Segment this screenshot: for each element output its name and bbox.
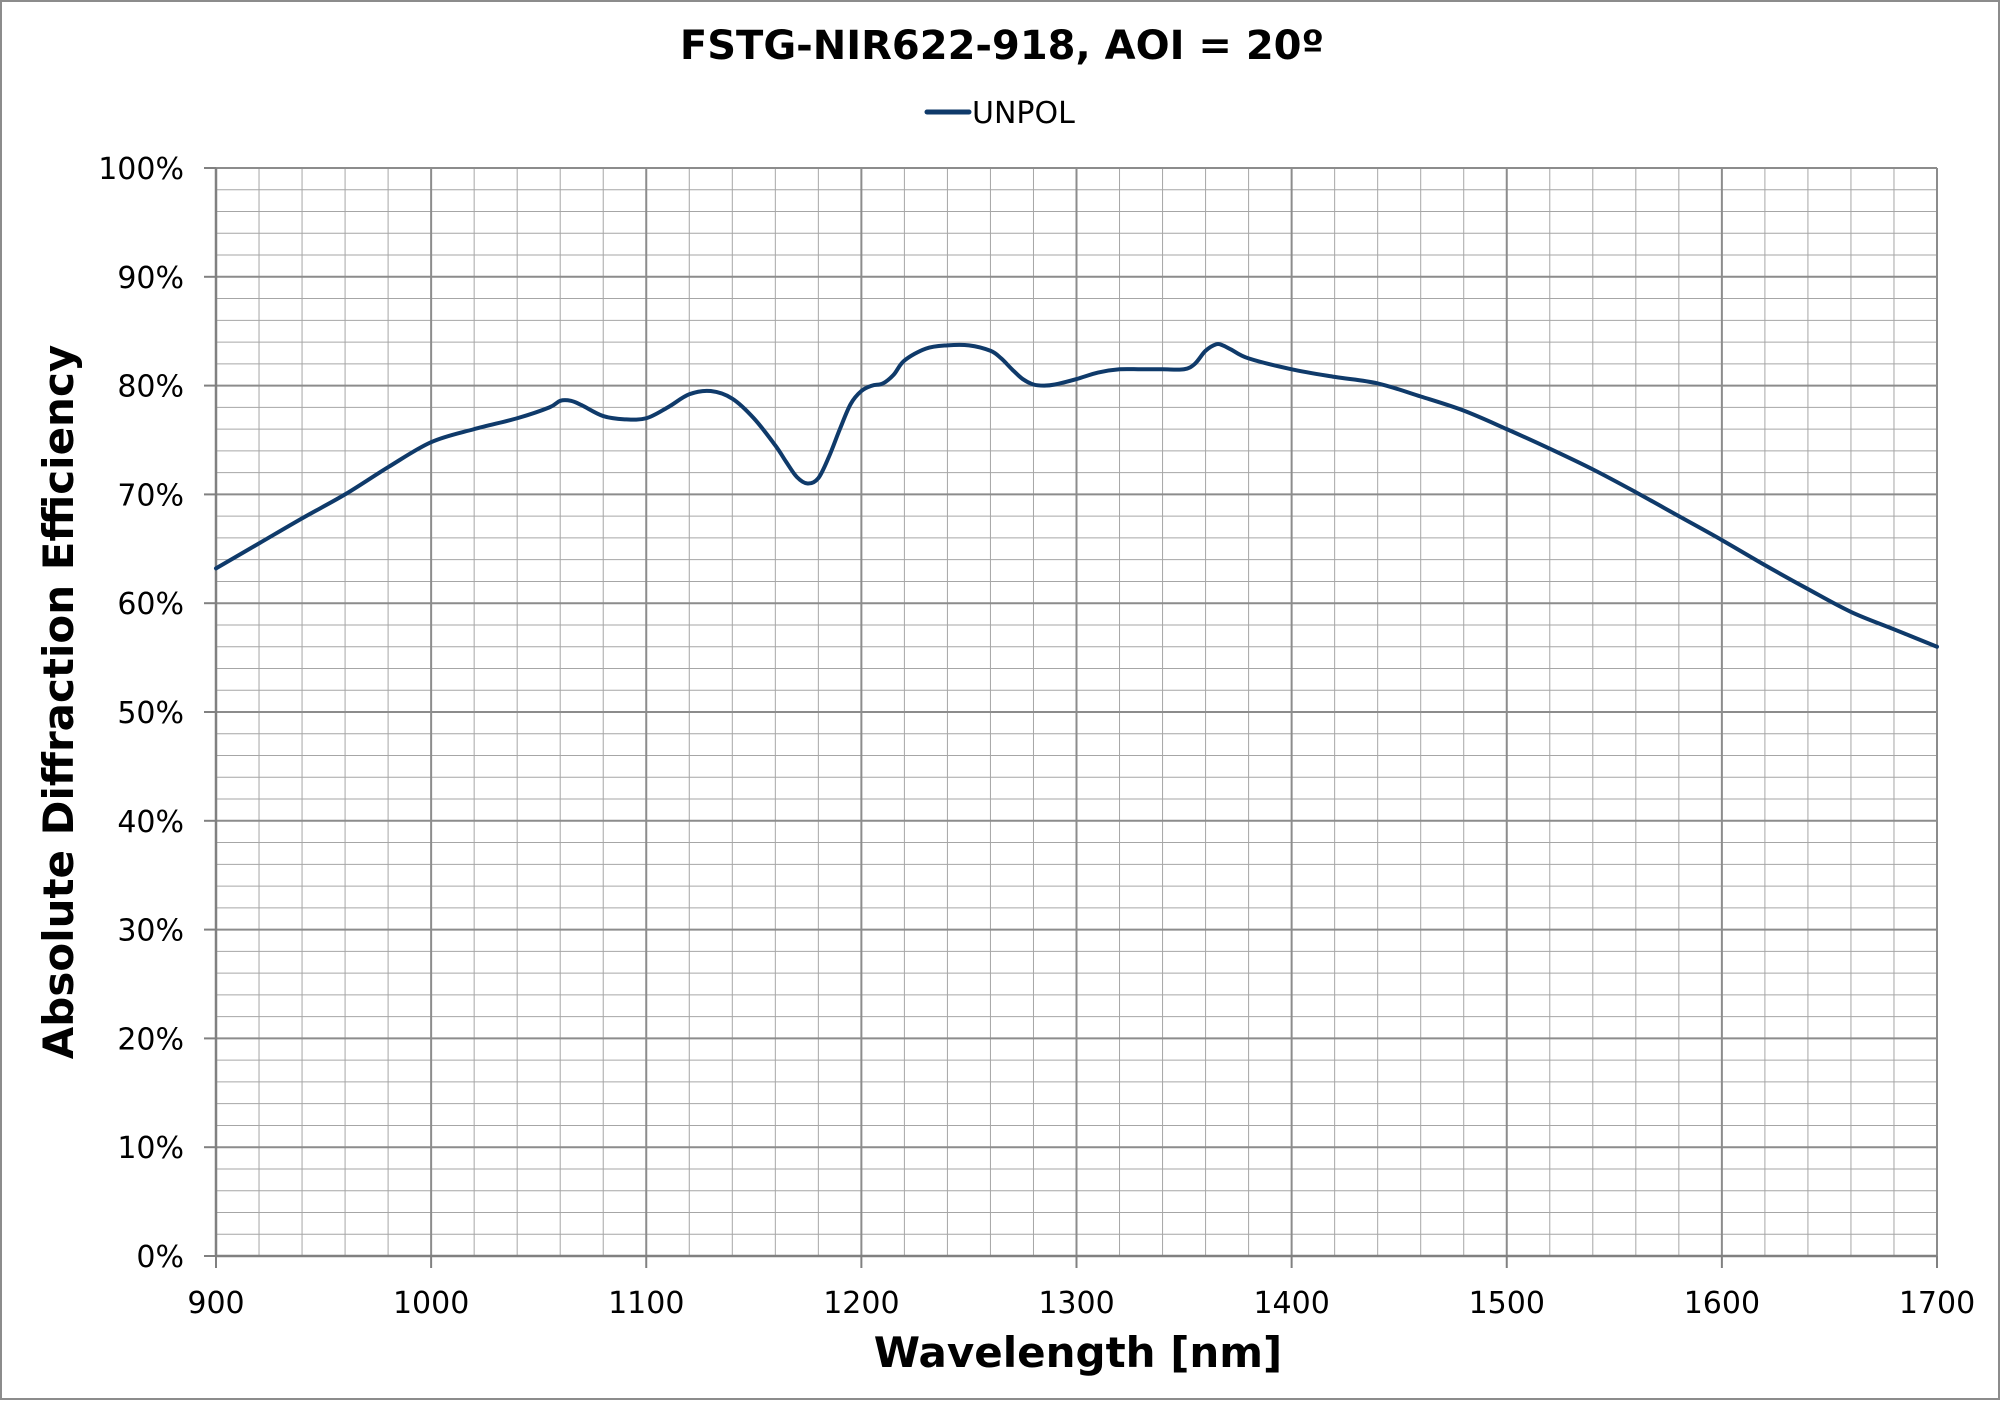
- grid-major: [215, 167, 1938, 1257]
- y-tick-label: 90%: [117, 261, 184, 296]
- y-tick-label: 10%: [117, 1131, 184, 1166]
- x-tick-label: 1000: [393, 1286, 469, 1321]
- x-tick-label: 1700: [1899, 1286, 1975, 1321]
- axes: [204, 167, 1938, 1268]
- chart-title: FSTG-NIR622-918, AOI = 20º: [680, 23, 1324, 69]
- series-line-unpol: [214, 341, 1939, 649]
- series-group: [214, 341, 1939, 649]
- y-tick-label: 20%: [117, 1022, 184, 1057]
- x-tick-label: 1600: [1684, 1286, 1760, 1321]
- y-tick-label: 50%: [117, 696, 184, 731]
- y-tick-label: 100%: [98, 152, 184, 187]
- x-tick-label: 1300: [1038, 1286, 1114, 1321]
- legend-label-unpol: UNPOL: [972, 96, 1075, 131]
- y-tick-label: 30%: [117, 914, 184, 949]
- x-tick-label: 1200: [823, 1286, 899, 1321]
- y-tick-label: 60%: [117, 587, 184, 622]
- y-tick-labels: 0% 10% 20% 30% 40% 50% 60% 70% 80% 90% 100%: [98, 152, 184, 1275]
- y-tick-label: 40%: [117, 805, 184, 840]
- x-tick-label: 1500: [1469, 1286, 1545, 1321]
- y-tick-label: 80%: [117, 370, 184, 405]
- x-tick-label: 900: [187, 1286, 244, 1321]
- y-tick-label: 70%: [117, 478, 184, 513]
- y-tick-label: 0%: [136, 1240, 184, 1275]
- legend: UNPOL: [924, 96, 1075, 131]
- x-tick-label: 1400: [1253, 1286, 1329, 1321]
- x-tick-labels: 900 1000 1100 1200 1300 1400 1500 1600 1700: [187, 1286, 1975, 1321]
- x-tick-label: 1100: [608, 1286, 684, 1321]
- x-axis-title: Wavelength [nm]: [874, 1328, 1283, 1377]
- y-axis-title: Absolute Diffraction Efficiency: [34, 345, 83, 1059]
